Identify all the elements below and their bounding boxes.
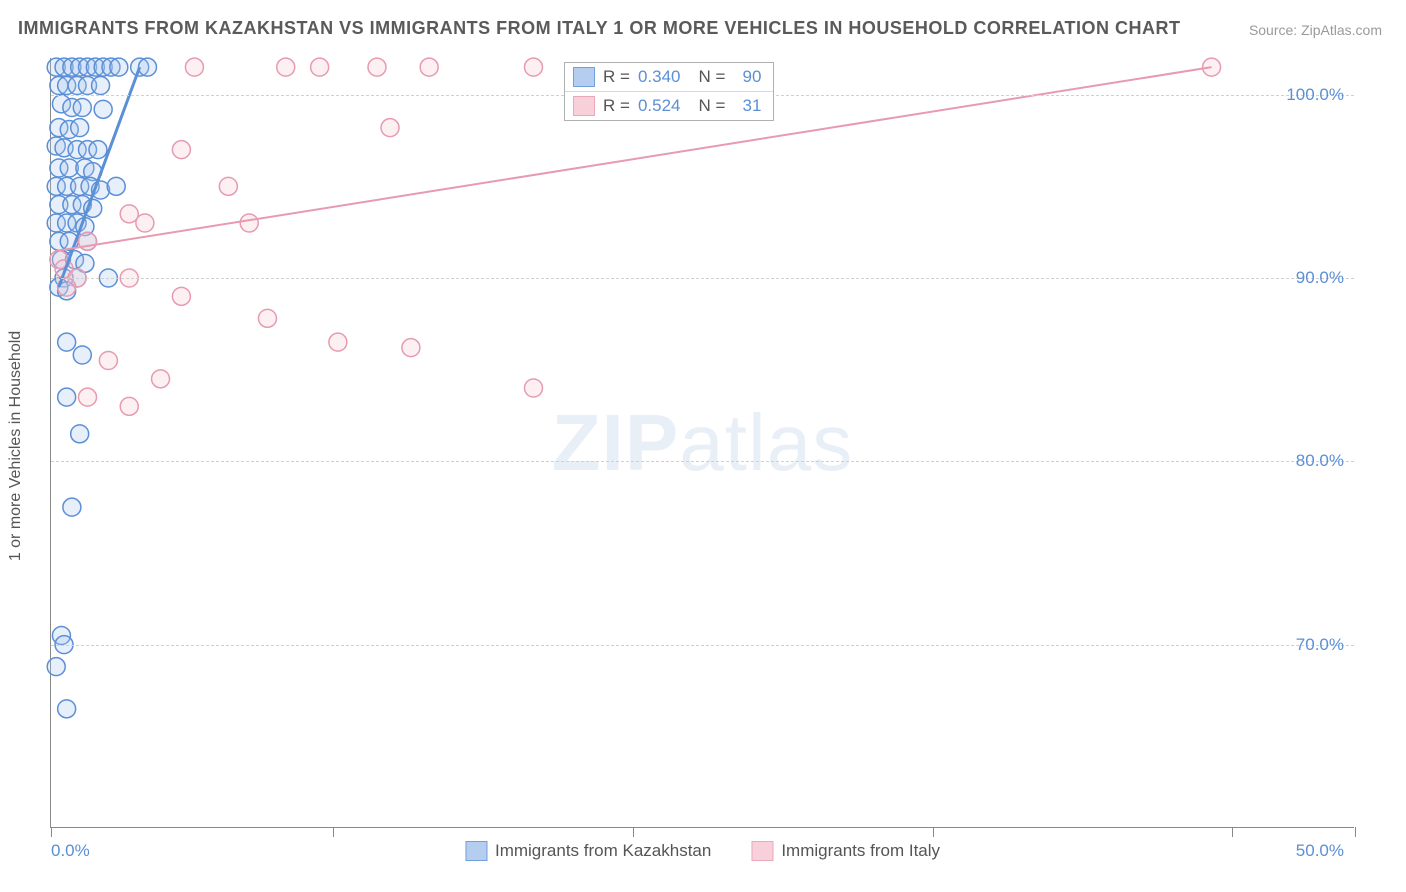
legend-swatch: [573, 67, 595, 87]
data-point: [73, 99, 91, 117]
data-point: [402, 339, 420, 357]
data-point: [219, 177, 237, 195]
chart-title: IMMIGRANTS FROM KAZAKHSTAN VS IMMIGRANTS…: [18, 18, 1181, 39]
legend-corr-row: R = 0.524 N = 31: [565, 92, 773, 120]
legend-series-label: Immigrants from Italy: [781, 841, 940, 861]
data-point: [172, 141, 190, 159]
data-point: [94, 100, 112, 118]
legend-swatch: [465, 841, 487, 861]
data-point: [63, 498, 81, 516]
legend-correlation: R = 0.340 N = 90 R = 0.524 N = 31: [564, 62, 774, 121]
y-axis-title: 1 or more Vehicles in Household: [7, 331, 25, 561]
gridline: [51, 645, 1354, 646]
legend-swatch: [573, 96, 595, 116]
data-point: [89, 141, 107, 159]
legend-item: Immigrants from Italy: [751, 841, 940, 861]
legend-n-label: N =: [698, 67, 725, 87]
data-point: [136, 214, 154, 232]
x-axis-tick: [1355, 827, 1356, 837]
legend-n-value: 90: [733, 67, 761, 87]
legend-corr-row: R = 0.340 N = 90: [565, 63, 773, 92]
data-point: [110, 58, 128, 76]
data-point: [185, 58, 203, 76]
data-point: [240, 214, 258, 232]
data-point: [47, 658, 65, 676]
x-axis-tick: [933, 827, 934, 837]
data-point: [172, 287, 190, 305]
data-point: [524, 58, 542, 76]
legend-n-label: N =: [698, 96, 725, 116]
data-point: [311, 58, 329, 76]
data-point: [524, 379, 542, 397]
data-point: [258, 309, 276, 327]
legend-n-value: 31: [733, 96, 761, 116]
data-point: [73, 346, 91, 364]
data-point: [368, 58, 386, 76]
gridline: [51, 278, 1354, 279]
legend-series-label: Immigrants from Kazakhstan: [495, 841, 711, 861]
data-point: [92, 77, 110, 95]
x-axis-tick: [1232, 827, 1233, 837]
data-point: [107, 177, 125, 195]
x-axis-tick: [51, 827, 52, 837]
data-point: [58, 700, 76, 718]
legend-swatch: [751, 841, 773, 861]
chart-svg: [51, 58, 1354, 827]
legend-r-value: 0.524: [638, 96, 681, 116]
data-point: [381, 119, 399, 137]
legend-r-label: R =: [603, 67, 630, 87]
x-axis-tick: [633, 827, 634, 837]
data-point: [420, 58, 438, 76]
y-axis-tick-label: 90.0%: [1296, 268, 1344, 288]
x-axis-label-max: 50.0%: [1296, 841, 1344, 861]
source-attribution: Source: ZipAtlas.com: [1249, 22, 1382, 38]
y-axis-tick-label: 80.0%: [1296, 451, 1344, 471]
legend-r-value: 0.340: [638, 67, 681, 87]
x-axis-label-min: 0.0%: [51, 841, 90, 861]
data-point: [79, 388, 97, 406]
data-point: [138, 58, 156, 76]
y-axis-tick-label: 100.0%: [1286, 85, 1344, 105]
plot-area: ZIPatlas 0.0% 50.0% Immigrants from Kaza…: [50, 58, 1354, 828]
gridline: [51, 461, 1354, 462]
data-point: [71, 425, 89, 443]
x-axis-tick: [333, 827, 334, 837]
data-point: [152, 370, 170, 388]
legend-item: Immigrants from Kazakhstan: [465, 841, 711, 861]
data-point: [277, 58, 295, 76]
y-axis-tick-label: 70.0%: [1296, 635, 1344, 655]
data-point: [58, 333, 76, 351]
data-point: [58, 388, 76, 406]
data-point: [329, 333, 347, 351]
legend-bottom: Immigrants from Kazakhstan Immigrants fro…: [465, 841, 940, 861]
legend-r-label: R =: [603, 96, 630, 116]
data-point: [120, 205, 138, 223]
data-point: [120, 397, 138, 415]
data-point: [71, 119, 89, 137]
data-point: [99, 352, 117, 370]
